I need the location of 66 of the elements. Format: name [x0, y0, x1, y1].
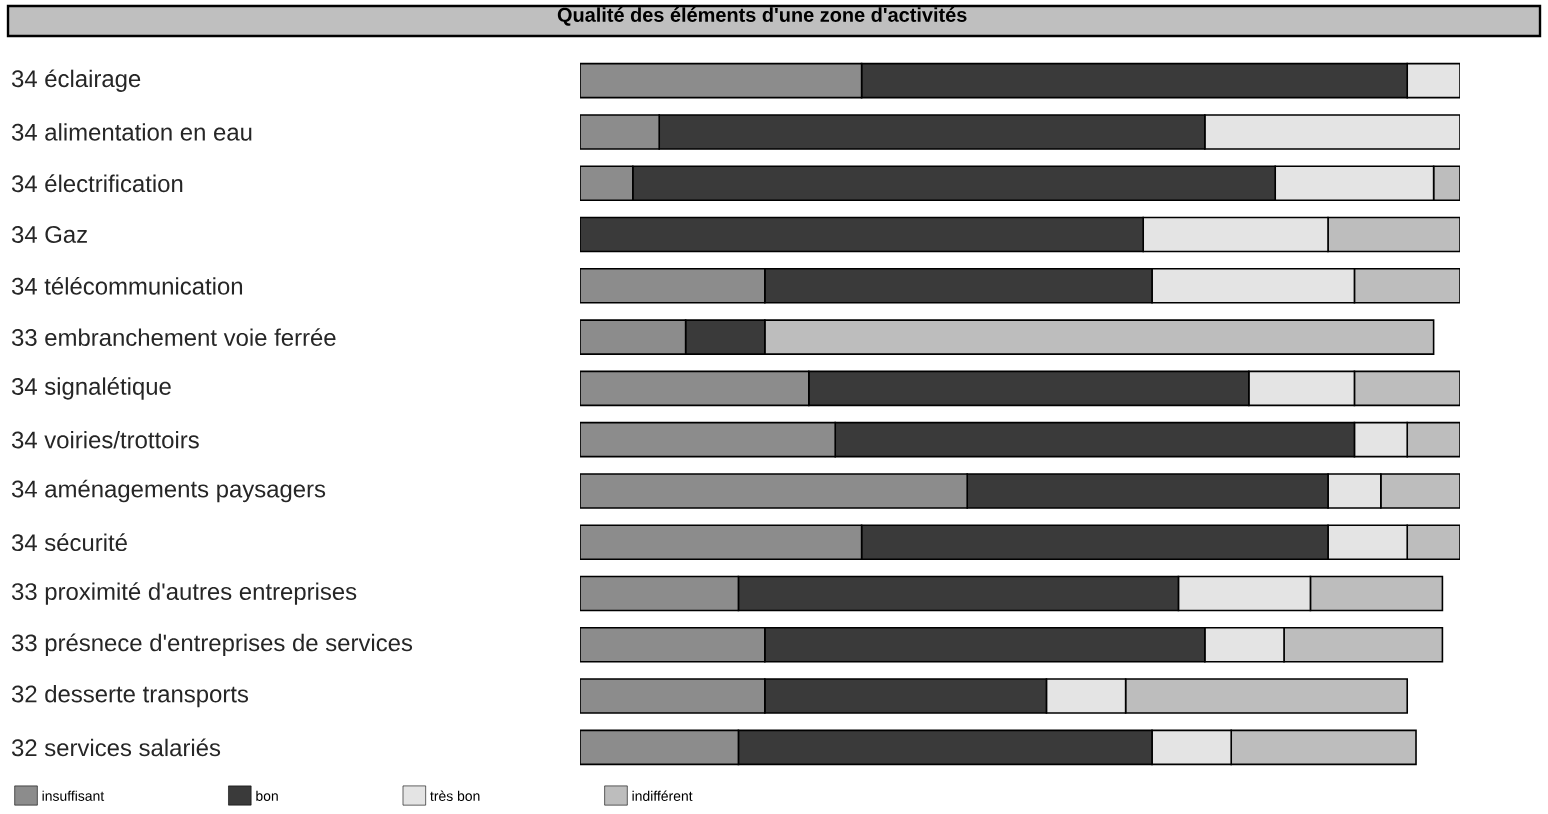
bar — [1309, 575, 1444, 612]
bar — [580, 626, 766, 663]
bar — [764, 678, 1048, 714]
bar — [1327, 216, 1461, 253]
bar — [1406, 421, 1461, 458]
bar — [1248, 370, 1356, 407]
bar — [1406, 62, 1461, 99]
bar — [580, 678, 766, 714]
bar — [580, 114, 661, 150]
bar — [834, 421, 1356, 458]
bar — [966, 473, 1329, 509]
bar — [737, 575, 1180, 612]
y-tick-label: 33 embranchement voie ferrée — [11, 328, 336, 346]
bar — [580, 216, 1145, 253]
bar — [860, 524, 1329, 561]
bar — [580, 268, 766, 304]
y-tick-label: 34 télécommunication — [11, 276, 243, 295]
y-tick-label: 32 services salariés — [11, 738, 221, 757]
bar — [580, 319, 687, 355]
bar — [1283, 626, 1444, 663]
bar — [632, 165, 1277, 202]
bar — [658, 114, 1206, 150]
bar — [764, 626, 1206, 663]
y-tick-label: 34 alimentation en eau — [11, 123, 252, 141]
y-tick-label: 34 éclairage — [11, 69, 141, 92]
bar — [1353, 370, 1461, 407]
bar — [1327, 473, 1382, 509]
y-tick-label: 33 proximité d'autres entreprises — [11, 582, 357, 605]
bar — [1124, 678, 1409, 714]
bar — [737, 729, 1153, 766]
y-tick-label: 34 aménagements paysagers — [11, 479, 326, 503]
bar — [1353, 421, 1409, 458]
bar — [1406, 524, 1461, 561]
bar — [764, 268, 1153, 304]
bar — [580, 729, 740, 766]
bar — [1230, 729, 1417, 766]
y-tick-label: 32 desserte transports — [11, 684, 249, 708]
bar — [580, 165, 634, 202]
bar — [580, 524, 863, 561]
y-tick-label: 34 Gaz — [11, 226, 87, 243]
bar — [1274, 165, 1435, 202]
bar — [580, 575, 740, 612]
bar — [580, 62, 863, 99]
y-tick-label: 34 signalétique — [11, 377, 171, 400]
bar — [1327, 524, 1409, 561]
bar — [1151, 268, 1356, 304]
bar — [1045, 678, 1127, 714]
y-tick-label: 34 voiries/trottoirs — [11, 430, 199, 449]
bar — [1151, 729, 1233, 766]
bar — [808, 370, 1250, 407]
bar — [580, 370, 810, 407]
chart-title: Qualité des éléments d'une zone d'activités — [557, 7, 967, 26]
y-tick-label: 33 présnece d'entreprises de services — [11, 633, 413, 657]
bar — [1353, 268, 1461, 304]
bar — [580, 421, 837, 458]
bar — [1142, 216, 1329, 253]
y-tick-label: 34 sécurité — [11, 533, 127, 552]
bar — [580, 473, 969, 509]
bar — [684, 319, 766, 355]
bar — [1204, 626, 1285, 663]
bar — [764, 319, 1435, 355]
bar — [860, 62, 1409, 99]
bar — [1380, 473, 1461, 509]
bar — [1204, 114, 1461, 150]
bar — [1177, 575, 1312, 612]
y-tick-label: 34 électrification — [11, 174, 183, 193]
